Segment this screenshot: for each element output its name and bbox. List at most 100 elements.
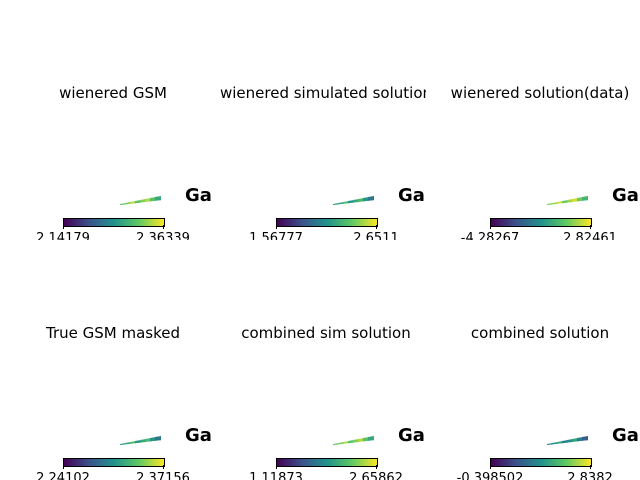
colorbar (276, 218, 378, 227)
sky-map (120, 196, 161, 205)
map-cell (547, 443, 553, 445)
colorbar-tick-label: 2.37156 (136, 471, 190, 480)
colorbar-tick (590, 225, 591, 229)
map-cell (125, 442, 131, 445)
map-cell (368, 436, 374, 441)
colorbar-tick-label: 2.6511 (353, 231, 399, 240)
overlay-label: Gala (185, 185, 213, 206)
map-cell (155, 196, 161, 201)
subplot-title: wienered simulated solution (219, 84, 426, 102)
map-cell (358, 198, 364, 202)
map-cell (348, 440, 354, 444)
subplot-title: combined sim solution (241, 324, 411, 342)
sky-map (547, 196, 588, 205)
colorbar-tick (376, 465, 377, 469)
map-cell (572, 438, 578, 442)
map-cell (130, 441, 136, 444)
map-cell (557, 441, 563, 444)
colorbar-tick (590, 465, 591, 469)
sky-map (333, 436, 374, 445)
colorbar-tick-label: -4.28267 (460, 231, 520, 240)
colorbar-tick-label: 1.56777 (249, 231, 303, 240)
map-cell (577, 437, 583, 442)
colorbar-tick (163, 225, 164, 229)
map-cell (567, 439, 573, 443)
map-cell (338, 442, 344, 445)
overlay-label: Gala (185, 425, 213, 446)
map-cell (150, 197, 156, 202)
sky-map (547, 436, 588, 445)
colorbar (63, 218, 165, 227)
map-cell (358, 438, 364, 442)
map-cell (135, 200, 141, 204)
subplot-5: combined sim solution Gala 1.11873 2.65862 (213, 240, 426, 480)
colorbar-tick (63, 465, 64, 469)
map-cell (343, 441, 349, 444)
overlay-label: Gala (398, 425, 426, 446)
subplot-1: wienered GSM Gala 2.14179 2.36339 (0, 0, 213, 240)
subplot-title: True GSM masked (45, 324, 180, 342)
colorbar-tick-label: 2.8382 (567, 471, 613, 480)
colorbar-tick-label: 2.65862 (349, 471, 403, 480)
colorbar-tick (490, 225, 491, 229)
subplot-title: wienered GSM (59, 84, 167, 102)
map-cell (567, 199, 573, 203)
map-cell (363, 197, 369, 202)
map-cell (333, 203, 339, 205)
map-cell (577, 197, 583, 202)
overlay-label: Gala (612, 425, 640, 446)
map-cell (547, 203, 553, 205)
map-cell (145, 438, 151, 442)
colorbar (490, 458, 592, 467)
overlay-label: Gala (612, 185, 640, 206)
map-cell (135, 440, 141, 444)
sky-map (120, 436, 161, 445)
colorbar-tick (376, 225, 377, 229)
colorbar (63, 458, 165, 467)
colorbar-tick-label: 2.24102 (36, 471, 90, 480)
map-cell (150, 437, 156, 442)
colorbar-tick-label: 1.11873 (249, 471, 303, 480)
subplot-4: True GSM masked Gala 2.24102 2.37156 (0, 240, 213, 480)
map-cell (120, 443, 126, 445)
sky-map (333, 196, 374, 205)
colorbar-tick (276, 465, 277, 469)
map-cell (552, 442, 558, 445)
map-cell (552, 202, 558, 205)
map-cell (572, 198, 578, 202)
overlay-label: Gala (398, 185, 426, 206)
subplot-title: combined solution (470, 324, 610, 342)
map-cell (130, 201, 136, 204)
colorbar-tick (63, 225, 64, 229)
subplot-6: combined solution Gala -0.398502 2.8382 (427, 240, 640, 480)
colorbar (276, 458, 378, 467)
map-cell (120, 203, 126, 205)
colorbar (490, 218, 592, 227)
map-cell (145, 198, 151, 202)
map-cell (562, 200, 568, 204)
map-cell (562, 440, 568, 444)
map-cell (368, 196, 374, 201)
subplot-3: wienered solution(data) Gala -4.28267 2.824… (427, 0, 640, 240)
colorbar-tick-label: -0.398502 (456, 471, 524, 480)
colorbar-tick-label: 2.82461 (563, 231, 617, 240)
map-cell (582, 196, 588, 201)
colorbar-tick (490, 465, 491, 469)
map-cell (140, 439, 146, 443)
map-cell (353, 199, 359, 203)
map-cell (125, 202, 131, 205)
map-cell (343, 201, 349, 204)
map-cell (348, 200, 354, 204)
map-cell (557, 201, 563, 204)
colorbar-tick (276, 225, 277, 229)
map-cell (582, 436, 588, 441)
map-cell (155, 436, 161, 441)
subplot-title: wienered solution(data) (450, 84, 630, 102)
colorbar-tick-label: 2.14179 (36, 231, 90, 240)
map-cell (333, 443, 339, 445)
colorbar-tick (163, 465, 164, 469)
map-cell (140, 199, 146, 203)
map-cell (338, 202, 344, 205)
colorbar-tick-label: 2.36339 (136, 231, 190, 240)
map-cell (363, 437, 369, 442)
